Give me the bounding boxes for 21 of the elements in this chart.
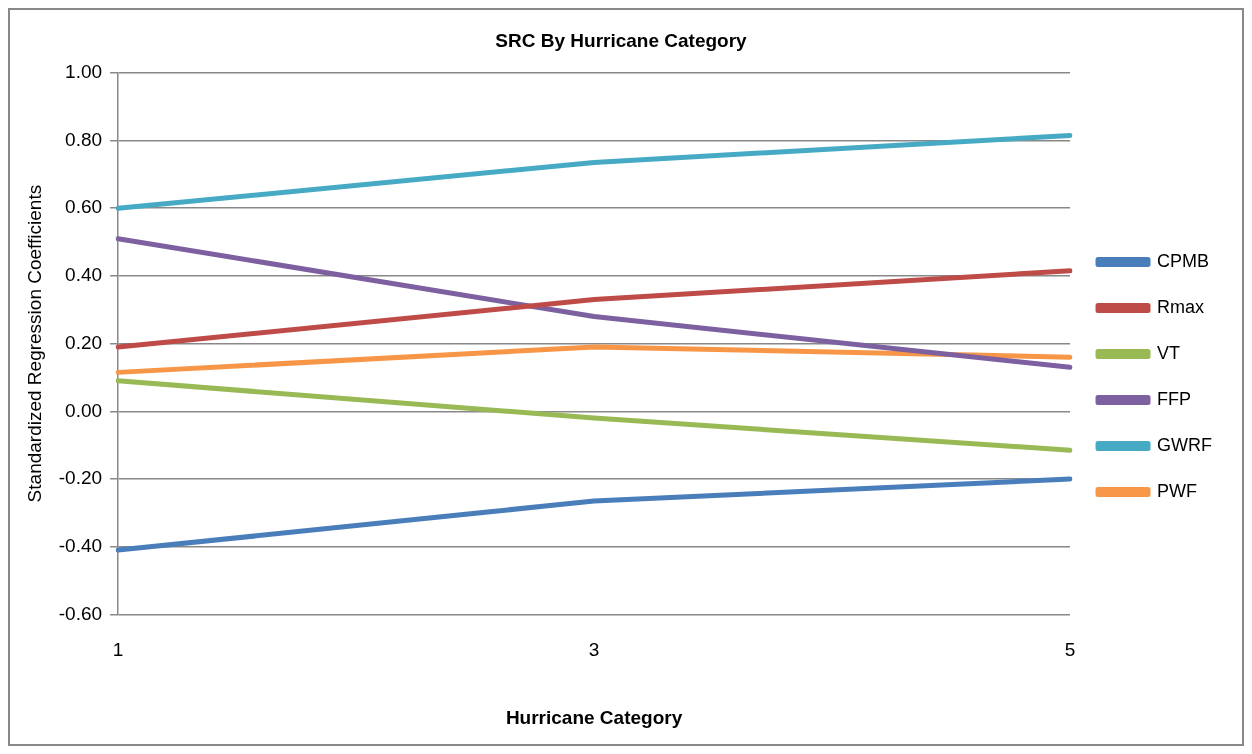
y-tick-label: 0.40	[65, 264, 103, 286]
y-tick-label: -0.20	[58, 467, 103, 489]
legend-label: FFP	[1157, 388, 1192, 409]
y-tick-label: 0.00	[65, 399, 103, 421]
y-axis-title: Standardized Regression Coefficients	[23, 184, 45, 503]
x-tick-label: 1	[112, 639, 124, 661]
y-tick-label: -0.40	[58, 534, 103, 556]
y-tick-label: 0.60	[65, 196, 103, 218]
x-tick-label: 5	[1064, 639, 1076, 661]
x-axis-title: Hurricane Category	[505, 706, 683, 728]
y-tick-label: 0.20	[65, 331, 103, 353]
chart-title: SRC By Hurricane Category	[495, 29, 748, 51]
legend-label: PWF	[1157, 480, 1198, 501]
legend-label: CPMB	[1157, 250, 1210, 271]
legend-label: VT	[1157, 342, 1181, 363]
y-tick-label: 1.00	[65, 61, 103, 83]
legend-label: GWRF	[1157, 434, 1212, 455]
y-tick-label: -0.60	[58, 602, 103, 624]
y-tick-label: 0.80	[65, 128, 103, 150]
legend-label: Rmax	[1157, 296, 1205, 317]
x-tick-label: 3	[588, 639, 600, 661]
